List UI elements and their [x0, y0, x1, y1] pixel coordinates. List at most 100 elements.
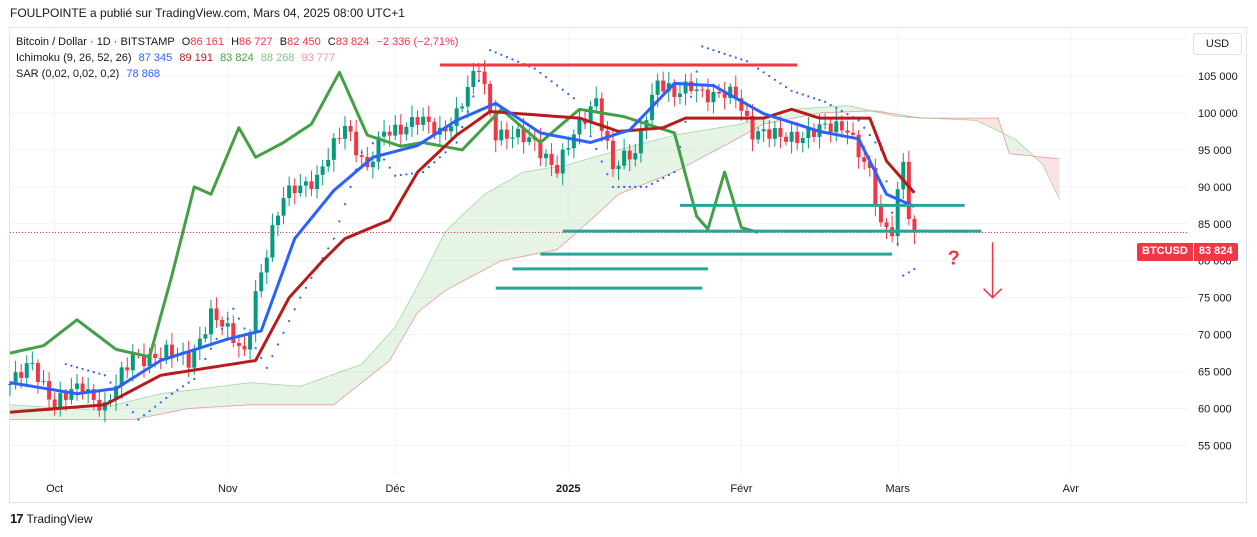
candle-body — [756, 131, 761, 140]
candle-body — [493, 111, 498, 141]
ichimoku-cloud-segment — [311, 380, 318, 405]
tradingview-footer[interactable]: 17 TradingView — [10, 511, 93, 526]
ichimoku-cloud-segment — [60, 407, 66, 420]
ichimoku-cloud-segment — [534, 169, 541, 255]
candle-body — [281, 198, 286, 216]
y-tick-label: 60 000 — [1198, 404, 1232, 416]
candle-body — [465, 86, 470, 107]
sar-dot — [187, 381, 190, 384]
sar-dot — [444, 151, 447, 154]
sar-dot — [165, 396, 168, 400]
ichimoku-cloud-segment — [183, 390, 189, 410]
legend-sar-label[interactable]: SAR (0,02, 0,02, 0,2) — [16, 68, 120, 80]
legend-symbol[interactable]: Bitcoin / Dollar · 1D · BITSTAMP — [16, 36, 175, 48]
sar-dot — [64, 363, 67, 366]
ichimoku-cloud-segment — [300, 384, 306, 405]
ichimoku-cloud-segment — [177, 390, 184, 411]
ichimoku-cloud-segment — [590, 156, 597, 221]
candle-body — [114, 386, 119, 400]
sar-dot — [349, 185, 352, 188]
ichimoku-cloud-segment — [317, 378, 323, 405]
sar-dot — [109, 381, 112, 384]
candle-body — [761, 129, 766, 132]
ichimoku-cloud-segment — [512, 175, 519, 259]
candle-body — [772, 127, 777, 139]
candle-body — [689, 81, 694, 92]
sar-dot — [745, 60, 749, 63]
candle-body — [264, 257, 269, 273]
candle-body — [711, 91, 716, 103]
sar-dot — [159, 401, 162, 404]
sar-dot — [667, 173, 670, 177]
ichimoku-cloud-segment — [188, 389, 195, 409]
candle-body — [13, 372, 18, 385]
sar-dot — [829, 103, 832, 107]
candle-body — [683, 81, 688, 94]
candle-body — [186, 351, 191, 368]
candle-body — [499, 129, 504, 141]
ichimoku-cloud-segment — [54, 407, 61, 420]
sar-dot — [276, 343, 280, 346]
sar-dot — [81, 367, 84, 371]
sar-dot — [181, 385, 185, 388]
candle-body — [571, 134, 576, 149]
legend-open-value: 86 161 — [190, 36, 224, 48]
candle-body — [549, 153, 554, 165]
sar-dot — [673, 170, 676, 174]
ichimoku-cloud-segment — [261, 383, 267, 405]
candle-body — [91, 389, 96, 400]
candle-body — [382, 131, 387, 137]
sar-dot — [327, 247, 330, 250]
x-tick-label: Oct — [46, 483, 63, 495]
ichimoku-cloud-segment — [1009, 136, 1015, 155]
candle-body — [315, 174, 320, 190]
sar-dot — [226, 317, 229, 320]
legend-ichimoku-span-b: 93 777 — [301, 52, 336, 64]
sar-dot — [690, 95, 693, 98]
legend-ichimoku-tenkan: 87 345 — [138, 52, 173, 64]
currency-button[interactable]: USD — [1193, 33, 1242, 55]
candle-body — [733, 86, 738, 99]
sar-dot — [137, 418, 140, 421]
sar-dot — [891, 211, 894, 214]
y-tick-label: 100 000 — [1198, 108, 1238, 120]
candle-body — [393, 124, 398, 136]
candle-body — [672, 83, 677, 97]
candle-body — [471, 71, 476, 87]
ichimoku-cloud-segment — [116, 403, 122, 420]
candle-body — [270, 225, 275, 258]
candle-body — [130, 354, 135, 371]
candle-body — [543, 153, 548, 159]
y-tick-label: 55 000 — [1198, 440, 1232, 452]
sar-dot — [656, 179, 659, 183]
sar-dot — [282, 331, 285, 334]
candle-body — [912, 218, 917, 233]
sar-dot — [243, 327, 246, 330]
candle-body — [354, 131, 359, 156]
candle-body — [432, 121, 437, 135]
ichimoku-cloud-segment — [222, 385, 228, 407]
ichimoku-cloud-segment — [367, 351, 373, 379]
candle-body — [504, 129, 509, 139]
x-tick-label: Déc — [385, 483, 405, 495]
legend-low-label: B — [279, 36, 288, 48]
sar-dot — [533, 67, 536, 70]
sar-dot — [343, 202, 347, 206]
candle-body — [169, 344, 174, 357]
legend-ichimoku-label[interactable]: Ichimoku (9, 26, 52, 26) — [16, 52, 132, 64]
candle-body — [203, 334, 208, 339]
ichimoku-cloud-segment — [551, 166, 558, 251]
sar-dot — [583, 122, 587, 125]
candle-body — [627, 150, 632, 160]
sar-dot — [589, 135, 592, 138]
ichimoku-cloud-segment — [691, 131, 697, 164]
ichimoku-span-b-line — [10, 110, 1060, 420]
candle-body — [694, 89, 699, 92]
sar-dot — [544, 75, 548, 79]
legend-close-value: 83 824 — [335, 36, 370, 48]
ichimoku-cloud-segment — [356, 364, 362, 388]
candle-body — [834, 121, 839, 133]
ichimoku-cloud-segment — [478, 194, 485, 273]
ichimoku-cloud-segment — [825, 106, 831, 113]
